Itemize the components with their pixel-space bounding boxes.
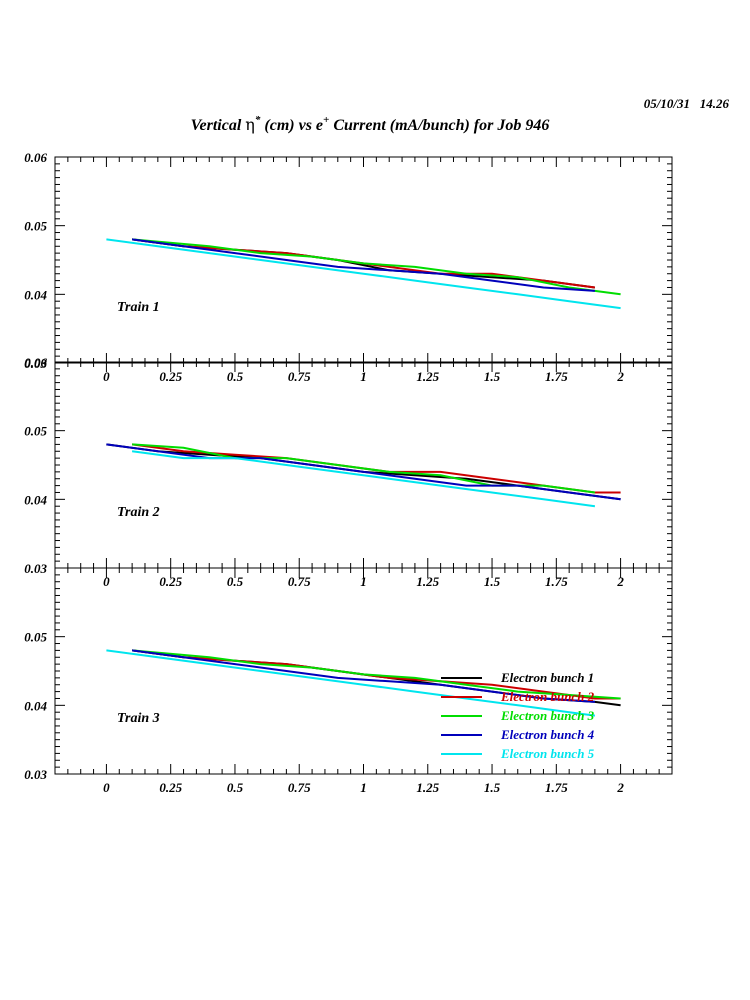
x-tick-label: 0 — [103, 369, 110, 384]
series-line-4 — [106, 443, 621, 501]
y-tick-label: 0.05 — [24, 424, 47, 439]
y-tick-label: 0.04 — [24, 698, 47, 713]
title-eta: η — [245, 115, 255, 134]
series-line-4 — [131, 649, 595, 703]
x-tick-label: 1.5 — [484, 574, 501, 589]
panel-label: Train 1 — [117, 300, 160, 315]
y-tick-label: 0.05 — [24, 219, 47, 234]
panels-group: 0 0.25 0.5 0.75 1 1.25 1.5 1.75 20.040.050.060.0… — [24, 150, 673, 795]
x-tick-label: 0.75 — [288, 369, 311, 384]
x-tick-label: 0.75 — [288, 780, 311, 795]
y-tick-label: 0.03 — [24, 767, 47, 782]
series-line-5 — [131, 450, 596, 508]
legend: Electron bunch 1 Electron bunch 2 Electron… — [441, 670, 595, 761]
y-tick-label: 0.06 — [24, 355, 47, 370]
y-tick-label: 0.04 — [24, 287, 47, 302]
series-line-3 — [132, 238, 621, 296]
title-part2: (cm) vs e — [260, 117, 323, 134]
x-tick-label: 0.5 — [227, 780, 244, 795]
title-sup-star: * — [255, 114, 261, 126]
x-tick-label: 0.5 — [227, 369, 244, 384]
title-part3: Current (mA/bunch) for Job 946 — [329, 117, 549, 134]
panel-frame — [54, 361, 673, 569]
x-tick-label: 1.75 — [545, 780, 568, 795]
legend-label-2: Electron bunch 2 — [500, 689, 595, 704]
x-tick-label: 1.75 — [545, 574, 568, 589]
y-tick-label: 0.06 — [24, 150, 47, 165]
legend-label-3: Electron bunch 3 — [500, 708, 595, 723]
x-tick-label: 0.25 — [159, 369, 182, 384]
x-tick-label: 0.25 — [159, 780, 182, 795]
chart-title: Vertical η* (cm) vs e+ Current (mA/bunch… — [191, 114, 550, 134]
date-time-stamp: 05/10/31 14.26 — [644, 96, 730, 111]
x-tick-label: 0.25 — [159, 574, 182, 589]
series-line-3 — [132, 443, 596, 494]
x-tick-label: 2 — [616, 369, 624, 384]
panel-frame — [54, 156, 673, 364]
x-tick-label: 1.25 — [416, 780, 439, 795]
panel-label: Train 2 — [117, 505, 160, 520]
y-tick-label-bottom: 0.03 — [24, 356, 47, 371]
title-sup-plus: + — [323, 114, 329, 126]
x-tick-label: 1.75 — [545, 369, 568, 384]
y-tick-label-bottom: 0.03 — [24, 561, 47, 576]
series-line-5 — [106, 649, 596, 717]
x-tick-label: 0.75 — [288, 574, 311, 589]
series-line-5 — [106, 238, 621, 310]
panel-label: Train 3 — [117, 711, 160, 726]
x-tick-label: 1.25 — [416, 574, 439, 589]
x-tick-label: 0 — [103, 780, 110, 795]
x-tick-label: 1 — [360, 574, 367, 589]
x-tick-label: 1.5 — [484, 369, 501, 384]
panel-1: 0 0.25 0.5 0.75 1 1.25 1.5 1.75 20.040.050.060.0… — [24, 150, 673, 384]
legend-label-1: Electron bunch 1 — [500, 670, 594, 685]
series-line-3 — [132, 649, 621, 700]
x-tick-label: 2 — [616, 574, 624, 589]
x-tick-label: 1.25 — [416, 369, 439, 384]
y-tick-label: 0.04 — [24, 492, 47, 507]
y-tick-label: 0.05 — [24, 630, 47, 645]
x-tick-label: 1 — [360, 780, 367, 795]
x-tick-label: 2 — [616, 780, 624, 795]
panel-2: 0 0.25 0.5 0.75 1 1.25 1.5 1.75 20.040.050.060.0… — [24, 355, 673, 589]
title-part1: Vertical — [191, 117, 246, 134]
x-tick-label: 0.5 — [227, 574, 244, 589]
x-tick-label: 1.5 — [484, 780, 501, 795]
legend-label-5: Electron bunch 5 — [500, 746, 595, 761]
legend-label-4: Electron bunch 4 — [500, 727, 595, 742]
x-tick-label: 1 — [360, 369, 367, 384]
panel-3: 0 0.25 0.5 0.75 1 1.25 1.5 1.75 2 0.03 0.04 0.05 Tra… — [24, 567, 673, 795]
x-tick-label: 0 — [103, 574, 110, 589]
series-line-4 — [131, 238, 595, 292]
